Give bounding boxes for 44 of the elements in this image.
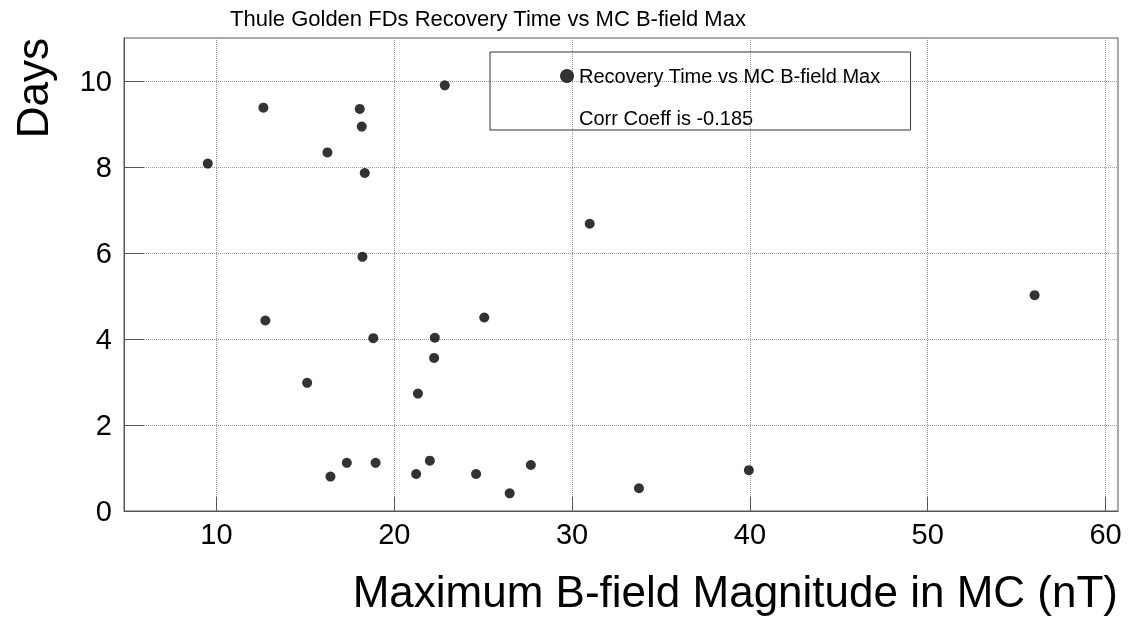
point bbox=[411, 469, 422, 480]
y-tick-label: 2 bbox=[95, 409, 112, 441]
x-tick-label: 10 bbox=[200, 517, 233, 550]
point bbox=[743, 465, 754, 476]
point bbox=[325, 471, 336, 482]
x-axis-title: Maximum B-field Magnitude in MC (nT) bbox=[352, 566, 1118, 616]
point bbox=[439, 80, 450, 91]
point bbox=[354, 103, 365, 114]
chart-title: Thule Golden FDs Recovery Time vs MC B-field Max bbox=[230, 5, 746, 31]
y-tick-label: 6 bbox=[95, 237, 112, 269]
legend-label: Recovery Time vs MC B-field Max bbox=[579, 65, 881, 87]
x-tick-label: 40 bbox=[733, 517, 767, 550]
point bbox=[322, 147, 333, 158]
point bbox=[368, 333, 379, 344]
point bbox=[202, 158, 213, 169]
y-axis-title: Days bbox=[7, 38, 57, 139]
point bbox=[1029, 290, 1040, 301]
point bbox=[429, 332, 440, 343]
point bbox=[584, 218, 595, 229]
y-tick-label: 10 bbox=[79, 65, 112, 97]
point bbox=[412, 388, 423, 399]
point bbox=[258, 102, 269, 113]
annotation: Corr Coeff is -0.185 bbox=[579, 107, 754, 129]
y-tick-label: 8 bbox=[95, 151, 112, 183]
point bbox=[479, 312, 490, 323]
point bbox=[357, 251, 368, 262]
x-tick-label: 30 bbox=[555, 517, 589, 550]
point bbox=[302, 377, 313, 388]
point bbox=[633, 483, 644, 494]
x-tick-label: 20 bbox=[378, 517, 411, 550]
point bbox=[341, 457, 352, 468]
x-tick-label: 60 bbox=[1089, 517, 1122, 550]
y-tick-label: 4 bbox=[95, 323, 112, 355]
y-tick-label: 0 bbox=[95, 495, 112, 527]
point bbox=[471, 469, 482, 480]
point bbox=[525, 459, 536, 470]
point bbox=[504, 488, 515, 499]
point bbox=[370, 457, 381, 468]
x-tick-label: 50 bbox=[911, 517, 944, 550]
point bbox=[359, 168, 370, 179]
point bbox=[356, 121, 367, 132]
point bbox=[260, 315, 271, 326]
point bbox=[429, 352, 440, 363]
point bbox=[424, 455, 435, 466]
